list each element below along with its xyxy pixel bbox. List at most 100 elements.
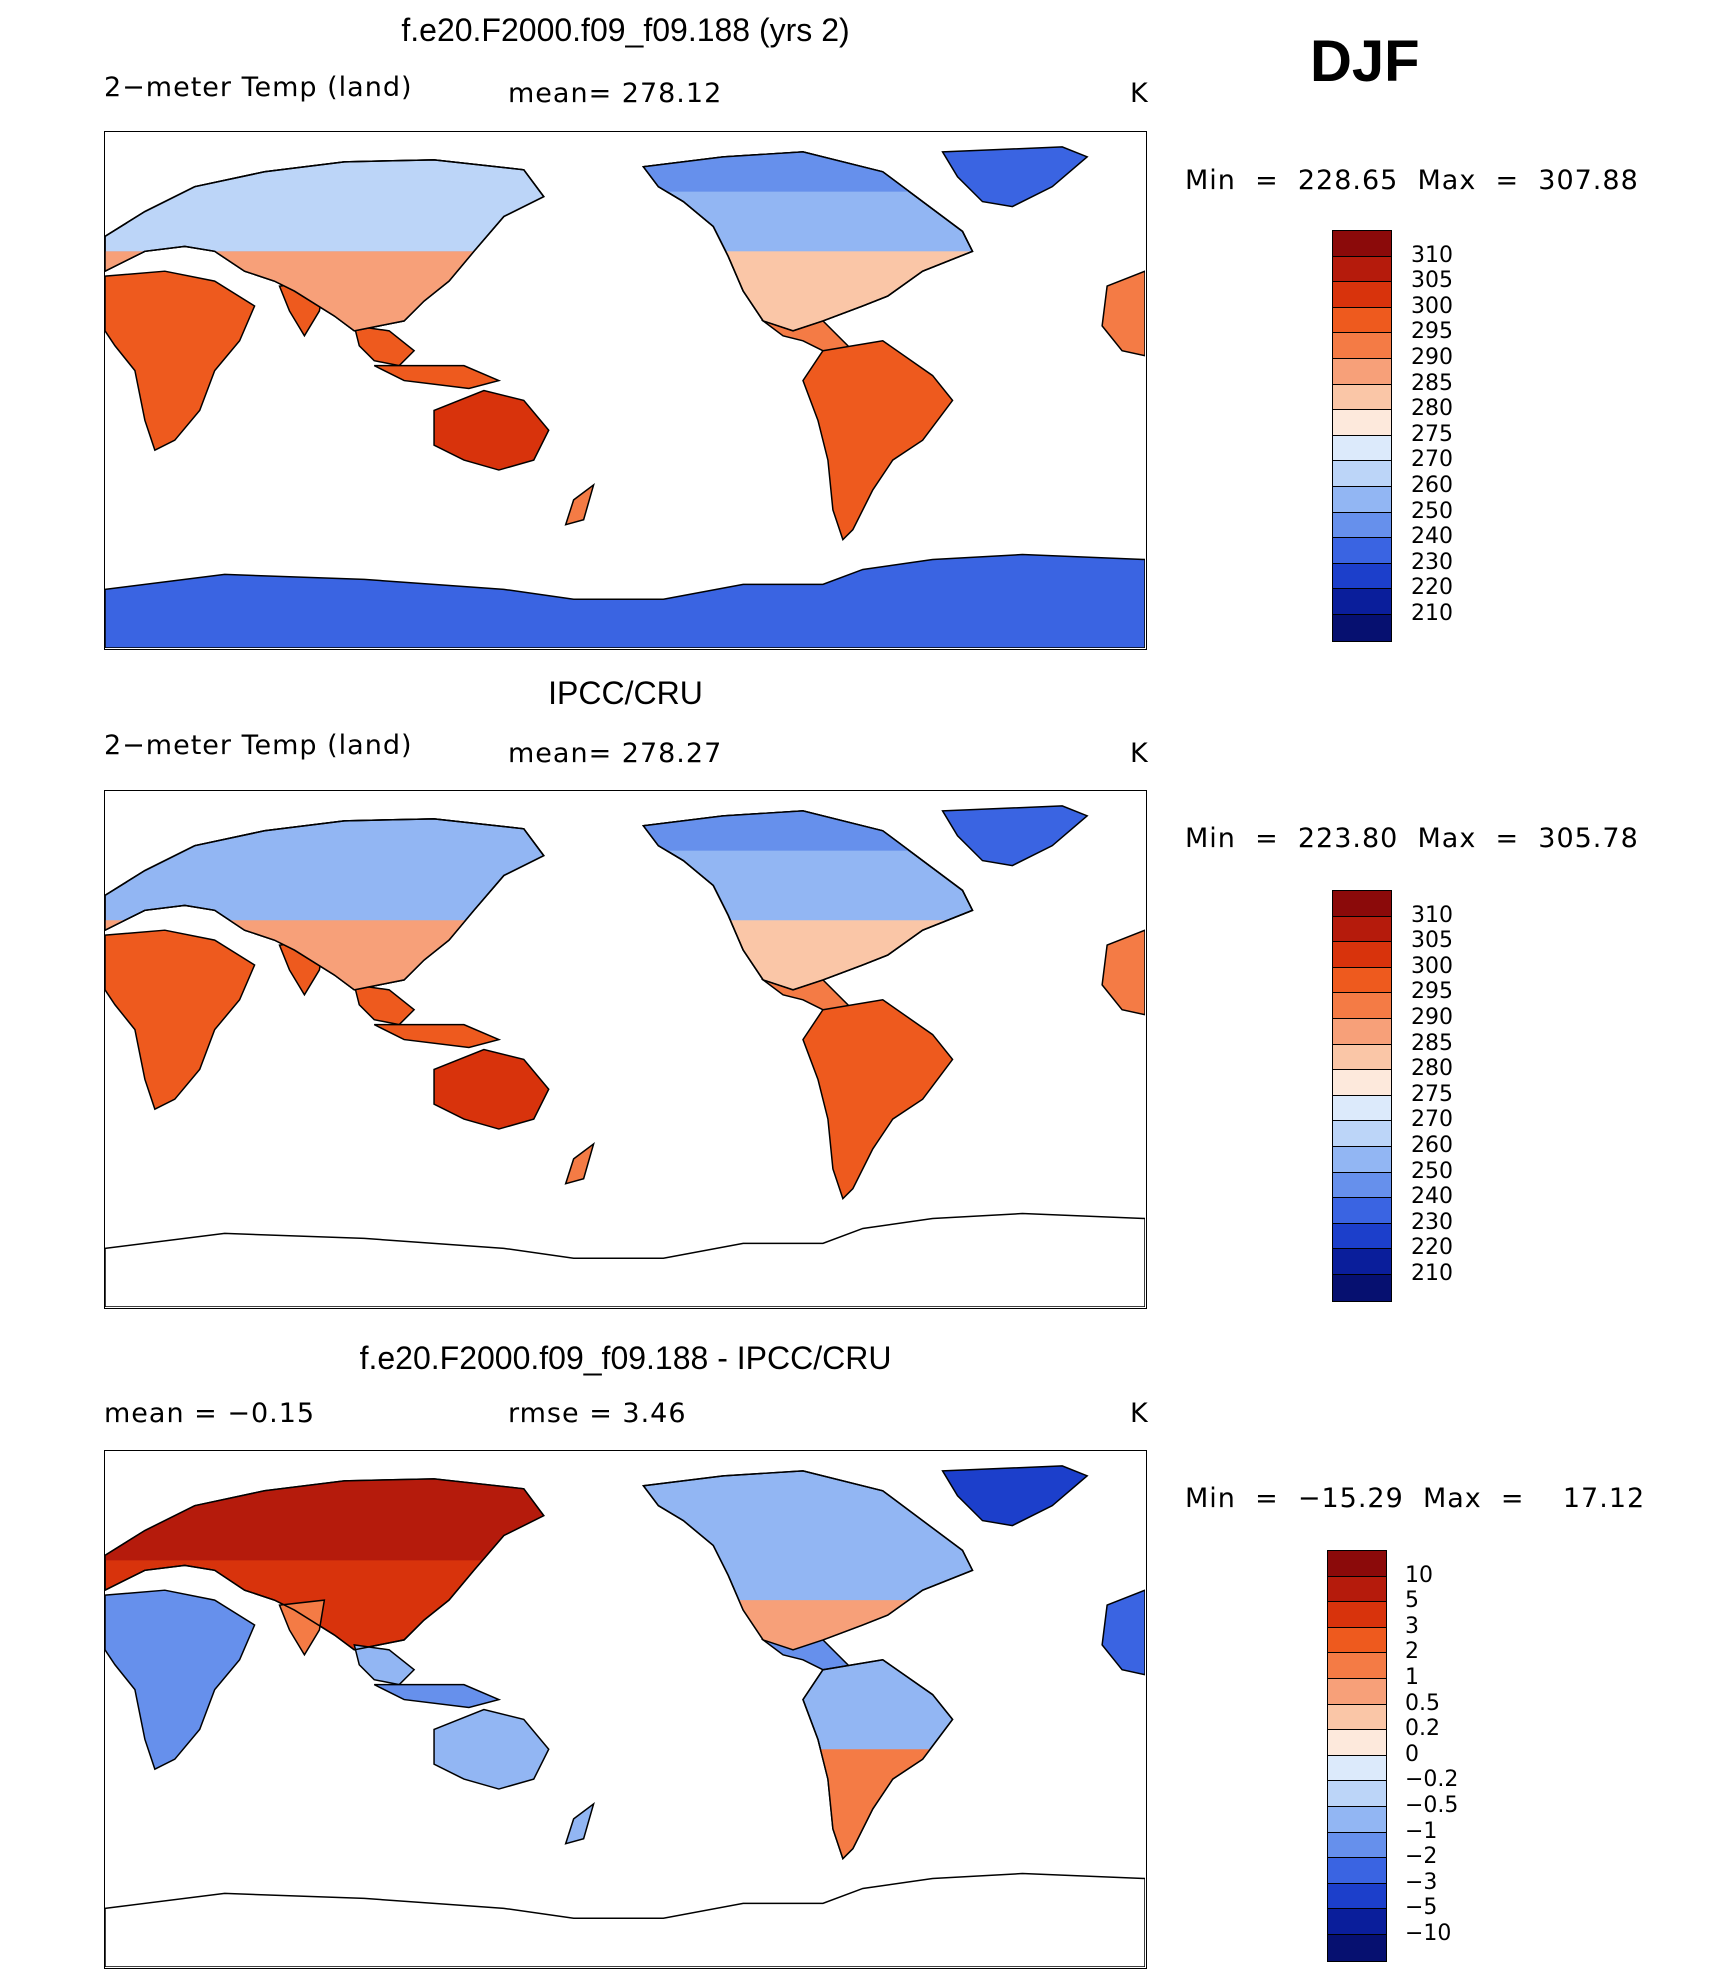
colorbar-tick-label: 310 [1411, 242, 1453, 268]
colorbar-tick-label: 290 [1411, 345, 1453, 370]
colorbar-tick-label: 240 [1411, 524, 1453, 550]
colorbar-swatch [1333, 333, 1391, 359]
landmass-seasia [353, 1643, 416, 1686]
colorbar-tick-label: 275 [1411, 421, 1453, 447]
colorbar-swatch [1328, 1755, 1386, 1782]
colorbar-swatch [1333, 967, 1391, 994]
colorbar-swatch [1328, 1934, 1386, 1961]
colorbar-swatch [1333, 384, 1391, 411]
landmass-indonesia [373, 1683, 502, 1709]
map-canvas [105, 805, 1145, 1307]
landmass-samerica [802, 999, 954, 1201]
landmass-africa [105, 1589, 256, 1771]
colorbar-tick-label: 285 [1411, 370, 1453, 396]
colorbar-swatch [1333, 589, 1391, 615]
coastline-eurasia [105, 1478, 545, 1651]
map-canvas [105, 146, 1145, 648]
landmass-indonesia [373, 1023, 502, 1049]
colorbar-tick-label: 0 [1405, 1741, 1419, 1767]
temperature-band [105, 920, 544, 990]
landmass-westafrica [1101, 270, 1145, 357]
colorbar-tick-label: 295 [1411, 319, 1453, 345]
colorbar-tick-label: −10 [1405, 1921, 1452, 1946]
season-label: DJF [1310, 29, 1420, 94]
colorbar-tick-label: 3 [1405, 1613, 1419, 1639]
colorbar-swatch [1333, 461, 1391, 487]
colorbar-swatch [1333, 486, 1391, 513]
colorbar-tick-label: 285 [1411, 1030, 1453, 1056]
panel-2-minmax: Min = 223.80 Max = 305.78 [1185, 823, 1639, 854]
colorbar-swatch [1333, 231, 1391, 257]
colorbar-swatch [1328, 1627, 1386, 1654]
landmass-seasia [353, 324, 416, 367]
colorbar-swatch [1333, 435, 1391, 462]
panel-2-map [104, 790, 1147, 1309]
panel-3-units-label: K [1130, 1398, 1149, 1429]
landmass-westafrica [1101, 929, 1145, 1016]
landmass-indonesia [373, 364, 502, 390]
colorbar-tick-label: 305 [1411, 268, 1453, 294]
colorbar-swatch [1333, 282, 1391, 308]
landmass-africa [105, 929, 256, 1111]
landmass-nz [564, 1142, 595, 1185]
colorbar-tick-label: 10 [1405, 1562, 1433, 1588]
colorbar-swatch [1328, 1909, 1386, 1935]
colorbar-swatch [1333, 614, 1391, 641]
colorbar-tick-label: 260 [1411, 1133, 1453, 1158]
panel-3-minmax: Min = −15.29 Max = 17.12 [1185, 1483, 1646, 1514]
colorbar-swatch [1333, 1274, 1391, 1301]
landmass-westafrica [1101, 1589, 1145, 1676]
colorbar-tick-label: 295 [1411, 979, 1453, 1005]
panel-1-title: f.e20.F2000.f09_f09.188 (yrs 2) [401, 12, 850, 48]
landmass-greenland [941, 1465, 1089, 1527]
panel-1-variable-label: 2−meter Temp (land) [104, 72, 413, 103]
landmass-nz [564, 1802, 595, 1845]
temperature-band [105, 251, 544, 331]
temperature-band [802, 1749, 953, 1859]
colorbar-tick-label: 230 [1411, 1209, 1453, 1235]
colorbar-swatch [1333, 942, 1391, 968]
colorbar-tick-label: −0.2 [1405, 1767, 1459, 1793]
colorbar-tick-label: −1 [1405, 1818, 1438, 1844]
panel-2-title: IPCC/CRU [548, 675, 703, 711]
colorbar-swatch [1333, 1146, 1391, 1173]
colorbar-tick-label: 280 [1411, 1056, 1453, 1082]
colorbar-tick-label: 270 [1411, 1107, 1453, 1133]
colorbar-tick-label: 290 [1411, 1005, 1453, 1030]
colorbar-tick-label: 210 [1411, 601, 1453, 626]
colorbar-tick-label: 310 [1411, 902, 1453, 928]
colorbar-swatch [1333, 512, 1391, 539]
colorbar-tick-label: 0.2 [1405, 1716, 1440, 1742]
colorbar-swatch [1333, 916, 1391, 943]
colorbar-swatch [1333, 1018, 1391, 1045]
landmass-samerica [802, 340, 954, 542]
colorbar-swatch [1333, 563, 1391, 590]
landmass-australia [433, 1708, 550, 1790]
landmass-australia [433, 389, 550, 471]
colorbar-tick-label: −5 [1405, 1895, 1438, 1921]
colorbar-swatch [1328, 1858, 1386, 1884]
colorbar-tick-label: 220 [1411, 1235, 1453, 1261]
colorbar-tick-label: 270 [1411, 447, 1453, 473]
colorbar-swatch [1328, 1678, 1386, 1705]
coastline-namerica [642, 1470, 974, 1651]
colorbar-swatch [1328, 1602, 1386, 1628]
panel-1-units-label: K [1130, 78, 1149, 109]
colorbar-swatch [1333, 410, 1391, 436]
colorbar-box [1332, 230, 1392, 642]
landmass-seasia [353, 983, 416, 1026]
colorbar-swatch [1333, 538, 1391, 564]
colorbar-swatch [1328, 1653, 1386, 1679]
colorbar-tick-label: 220 [1411, 575, 1453, 601]
panel-2-mean-label: mean= 278.27 [508, 738, 723, 769]
colorbar-tick-label: 300 [1411, 953, 1453, 979]
colorbar-tick-label: 210 [1411, 1261, 1453, 1286]
map-canvas [105, 1465, 1145, 1967]
colorbar-swatch [1328, 1806, 1386, 1833]
landmass-india [278, 1599, 326, 1657]
colorbar-swatch [1333, 358, 1391, 385]
colorbar-tick-label: 250 [1411, 1158, 1453, 1184]
colorbar-tick-label: 305 [1411, 928, 1453, 954]
colorbar-tick-label: −0.5 [1405, 1793, 1459, 1818]
colorbar-swatch [1328, 1576, 1386, 1603]
